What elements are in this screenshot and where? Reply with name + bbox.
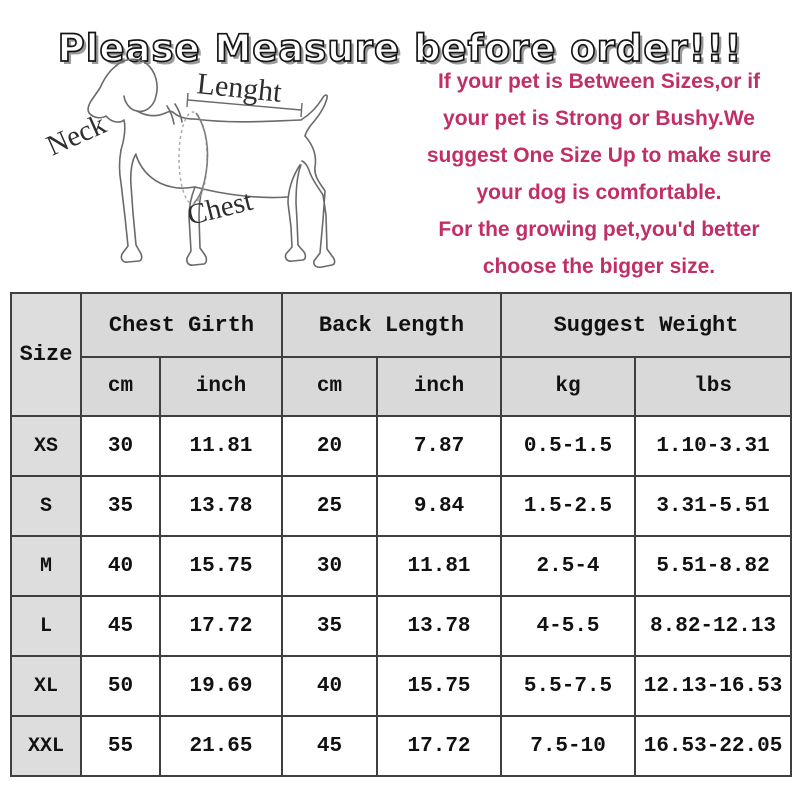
length-measure-line <box>186 92 303 118</box>
table-cell: 7.5-10 <box>500 715 637 777</box>
size-cell: XS <box>10 415 82 477</box>
advice-line: suggest One Size Up to make sure <box>426 144 772 167</box>
table-cell: 2.5-4 <box>500 535 637 597</box>
advice-line: For the growing pet,you'd better <box>438 218 760 241</box>
table-cell: 12.13-16.53 <box>634 655 793 717</box>
table-cell: 7.87 <box>376 415 503 477</box>
table-row: M 40 15.75 30 11.81 2.5-4 5.51-8.82 <box>10 535 793 597</box>
size-cell: L <box>10 595 82 657</box>
unit-header: inch <box>158 356 284 417</box>
advice-line: If your pet is Between Sizes,or if <box>437 70 761 93</box>
table-cell: 17.72 <box>158 595 284 657</box>
table-cell: 17.72 <box>376 715 503 777</box>
length-label: Lenght <box>195 67 284 109</box>
advice-line: your dog is comfortable. <box>476 181 722 204</box>
table-cell: 0.5-1.5 <box>500 415 637 477</box>
table-cell: 9.84 <box>376 475 503 537</box>
table-cell: 25 <box>281 475 379 537</box>
table-cell: 1.10-3.31 <box>634 415 793 477</box>
table-cell: 15.75 <box>158 535 284 597</box>
table-cell: 45 <box>80 595 161 657</box>
table-row: S 35 13.78 25 9.84 1.5-2.5 3.31-5.51 <box>10 475 793 537</box>
table-row: XS 30 11.81 20 7.87 0.5-1.5 1.10-3.31 <box>10 415 793 477</box>
table-cell: 19.69 <box>158 655 284 717</box>
table-cell: 8.82-12.13 <box>634 595 793 657</box>
col-header-size: Size <box>10 292 82 417</box>
table-row: L 45 17.72 35 13.78 4-5.5 8.82-12.13 <box>10 595 793 657</box>
table-cell: 11.81 <box>376 535 503 597</box>
table-cell: 1.5-2.5 <box>500 475 637 537</box>
unit-header: kg <box>500 356 637 417</box>
table-cell: 15.75 <box>376 655 503 717</box>
table-cell: 30 <box>80 415 161 477</box>
table-cell: 16.53-22.05 <box>634 715 793 777</box>
unit-header: cm <box>281 356 379 417</box>
advice-line: choose the bigger size. <box>482 255 716 278</box>
table-cell: 13.78 <box>376 595 503 657</box>
table-cell: 11.81 <box>158 415 284 477</box>
dog-body-outline <box>87 58 336 269</box>
table-cell: 55 <box>80 715 161 777</box>
table-cell: 40 <box>80 535 161 597</box>
table-cell: 35 <box>80 475 161 537</box>
col-header-suggest-weight: Suggest Weight <box>500 292 793 358</box>
table-header-group-row: Size Chest Girth Back Length Suggest Wei… <box>10 292 793 417</box>
unit-header: cm <box>80 356 161 417</box>
table-cell: 30 <box>281 535 379 597</box>
chest-label: Chest <box>184 185 256 232</box>
dog-measurement-diagram: Lenght Neck Chest <box>20 55 400 290</box>
size-cell: S <box>10 475 82 537</box>
table-cell: 50 <box>80 655 161 717</box>
sizing-advice: If your pet is Between Sizes,or if your … <box>400 63 798 285</box>
col-header-chest-girth: Chest Girth <box>79 292 284 358</box>
size-cell: XL <box>10 655 82 717</box>
size-chart-table: Size Chest Girth Back Length Suggest Wei… <box>10 292 793 777</box>
chest-girth-arc <box>193 112 209 204</box>
table-cell: 5.51-8.82 <box>634 535 793 597</box>
table-cell: 3.31-5.51 <box>634 475 793 537</box>
table-header-units-row: cm inch cm inch kg lbs <box>11 356 793 417</box>
table-cell: 5.5-7.5 <box>500 655 637 717</box>
col-header-back-length: Back Length <box>281 292 503 358</box>
neck-label: Neck <box>42 108 111 162</box>
table-cell: 40 <box>281 655 379 717</box>
table-cell: 35 <box>281 595 379 657</box>
page-title: Please Measure before order!!! <box>57 26 743 71</box>
table-cell: 20 <box>281 415 379 477</box>
table-row: XXL 55 21.65 45 17.72 7.5-10 16.53-22.05 <box>10 715 793 777</box>
table-row: XL 50 19.69 40 15.75 5.5-7.5 12.13-16.53 <box>10 655 793 717</box>
table-cell: 45 <box>281 715 379 777</box>
size-cell: M <box>10 535 82 597</box>
table-cell: 13.78 <box>158 475 284 537</box>
unit-header: inch <box>376 356 503 417</box>
table-cell: 21.65 <box>158 715 284 777</box>
size-cell: XXL <box>10 715 82 777</box>
advice-line: your pet is Strong or Bushy.We <box>443 107 755 130</box>
unit-header: lbs <box>634 356 793 417</box>
dog-outline-drawing: Lenght Neck Chest <box>42 58 336 269</box>
table-cell: 4-5.5 <box>500 595 637 657</box>
